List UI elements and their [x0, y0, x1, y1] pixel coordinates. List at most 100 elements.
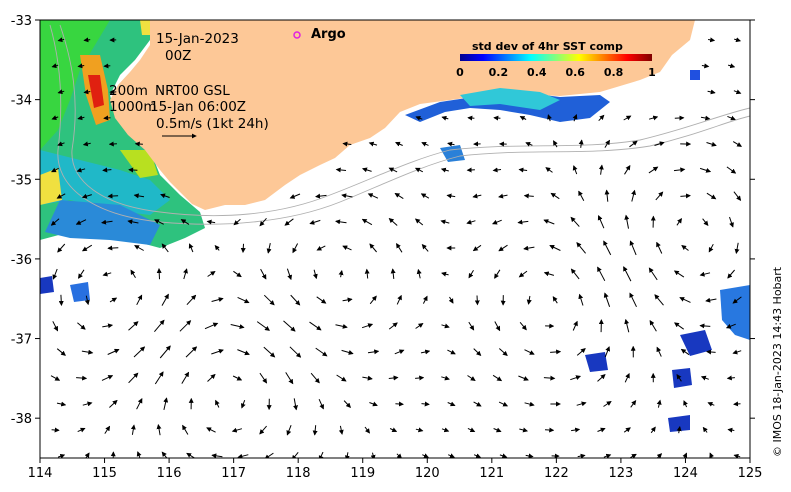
current-arrow: [681, 244, 689, 251]
current-arrow: [161, 451, 168, 458]
current-arrow: [415, 427, 424, 433]
current-arrow: [133, 346, 146, 358]
current-arrow: [492, 219, 502, 225]
current-arrow: [77, 322, 86, 330]
current-arrow: [107, 193, 119, 199]
current-arrow: [259, 372, 268, 384]
x-tick-label: 119: [350, 466, 375, 481]
current-arrow: [733, 191, 742, 201]
current-arrow: [101, 219, 113, 225]
annotation-block: 15-Jan-2023 00Z 200m NRT00 GSL 1000m 15-…: [109, 31, 269, 139]
current-arrow: [183, 268, 188, 280]
current-arrow: [266, 242, 272, 254]
colorbar-title: std dev of 4hr SST comp: [472, 40, 623, 53]
current-arrow: [676, 374, 682, 382]
current-arrow: [368, 141, 378, 147]
current-arrow: [649, 319, 657, 332]
current-arrow: [56, 401, 67, 407]
current-arrow: [498, 401, 509, 407]
current-arrow: [552, 296, 558, 304]
current-arrow: [83, 89, 91, 95]
current-arrow: [572, 165, 578, 175]
current-arrow: [136, 294, 143, 306]
current-arrow: [729, 216, 734, 228]
current-arrow: [82, 141, 91, 147]
current-arrow: [543, 375, 556, 381]
current-arrow: [441, 375, 450, 381]
current-arrow: [526, 295, 532, 305]
current-arrow: [680, 348, 690, 356]
current-arrow: [344, 452, 350, 458]
current-arrow: [576, 242, 586, 254]
current-arrow: [341, 349, 354, 355]
current-arrow: [549, 245, 561, 251]
current-arrow: [336, 374, 347, 382]
current-arrow: [674, 322, 684, 330]
current-arrow: [603, 453, 612, 458]
current-arrow: [81, 349, 94, 355]
current-arrow: [474, 295, 480, 306]
current-arrow: [156, 267, 162, 280]
current-arrow: [545, 167, 553, 173]
x-tick-label: 116: [157, 466, 182, 481]
current-arrow: [519, 427, 529, 433]
current-arrow: [629, 240, 637, 256]
current-arrow: [673, 270, 685, 278]
current-arrow: [57, 243, 66, 253]
current-arrow: [576, 401, 587, 407]
current-arrow: [517, 219, 529, 225]
current-arrow: [707, 402, 715, 407]
current-arrow: [571, 427, 581, 433]
current-arrow: [523, 245, 535, 251]
current-arrow: [369, 295, 377, 305]
current-arrow: [550, 192, 560, 200]
current-arrow: [498, 348, 508, 357]
argo-legend: Argo: [293, 27, 346, 42]
current-arrow: [316, 296, 327, 304]
current-arrow: [343, 400, 351, 409]
current-arrow: [51, 427, 60, 433]
current-arrow: [440, 219, 450, 225]
current-arrow: [186, 294, 197, 306]
y-tick-label: -35: [11, 173, 32, 188]
current-arrow: [214, 244, 220, 251]
current-arrow: [57, 453, 66, 458]
current-arrow: [604, 346, 611, 358]
current-arrow: [656, 399, 662, 408]
current-arrow: [623, 427, 631, 433]
current-arrow: [160, 193, 170, 199]
current-arrow: [342, 141, 352, 147]
current-arrow: [56, 193, 66, 199]
x-tick-label: 120: [415, 466, 440, 481]
current-arrow: [543, 219, 555, 225]
current-arrow: [422, 453, 429, 458]
current-arrow: [734, 242, 740, 255]
current-arrow: [289, 346, 302, 358]
time-label: 00Z: [165, 48, 191, 64]
current-arrow: [362, 375, 373, 381]
current-arrow: [51, 63, 59, 69]
depth-200-label: 200m: [109, 83, 148, 99]
current-arrow: [604, 189, 610, 202]
current-arrow: [284, 218, 294, 226]
current-arrow: [708, 37, 716, 43]
current-arrow: [603, 401, 612, 407]
current-arrow: [76, 375, 88, 381]
current-arrow: [335, 219, 347, 225]
current-vectors: [50, 37, 743, 458]
current-arrow: [656, 346, 662, 357]
current-arrow: [700, 115, 711, 121]
current-arrow: [604, 139, 610, 148]
current-arrow: [701, 63, 710, 69]
argo-legend-label: Argo: [311, 27, 346, 42]
current-arrow: [104, 425, 111, 434]
current-arrow: [706, 141, 717, 147]
current-arrow: [576, 348, 586, 356]
current-arrow: [233, 270, 242, 278]
colorbar-ticks: 0 0.2 0.4 0.6 0.8 1: [456, 66, 656, 79]
current-arrow: [597, 215, 605, 229]
current-arrow: [699, 271, 711, 277]
current-arrow: [315, 193, 327, 199]
current-arrow: [680, 193, 691, 199]
